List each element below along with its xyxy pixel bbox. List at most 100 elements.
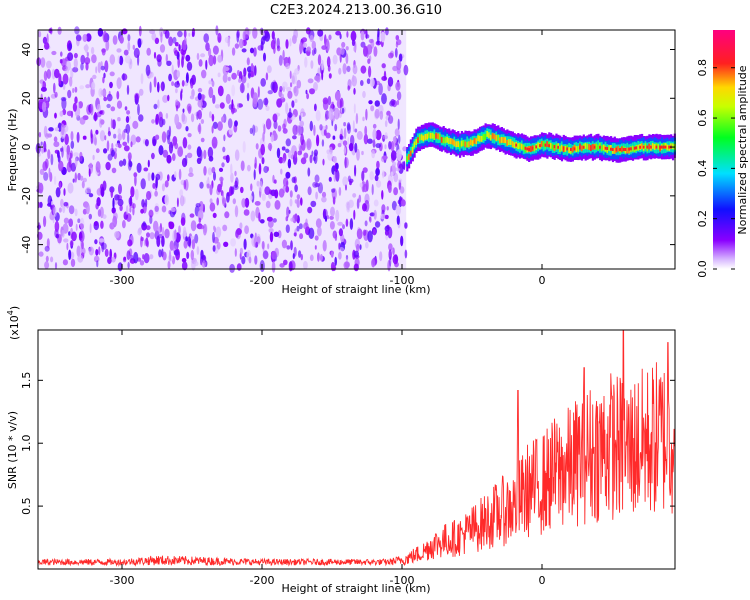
noise-speckle [127,132,130,144]
noise-speckle [74,86,78,93]
signal-cell [551,143,554,150]
noise-speckle [238,78,242,83]
signal-cell [522,144,525,151]
signal-cell [484,133,487,140]
bottom-x-ticks: -300 -200 -100 0 [110,330,546,587]
noise-speckle [212,231,215,244]
noise-speckle [100,186,105,198]
noise-speckle [271,30,275,40]
noise-speckle [130,186,135,198]
signal-cell [504,137,507,144]
noise-speckle [227,76,231,82]
noise-speckle [127,152,132,161]
signal-cell [571,146,574,153]
signal-cell [509,139,513,145]
noise-speckle [177,30,183,38]
noise-speckle [285,62,290,70]
noise-speckle [382,155,388,160]
signal-cell [588,144,591,150]
noise-region [35,25,409,273]
signal-cell [546,141,549,147]
noise-speckle [136,162,142,173]
noise-speckle [285,39,289,49]
noise-speckle [346,65,351,73]
signal-cell [540,141,544,147]
noise-speckle [267,243,270,250]
noise-speckle [258,212,261,222]
signal-cell [533,145,536,152]
signal-cell [466,141,469,148]
noise-speckle [171,64,174,75]
noise-speckle [261,240,265,250]
y-tick-label: 0.5 [20,497,33,514]
noise-speckle [359,244,362,251]
noise-speckle [138,227,143,234]
noise-speckle [250,210,256,222]
noise-speckle [388,184,392,193]
noise-speckle [255,143,259,150]
noise-speckle [321,191,327,198]
noise-speckle [54,262,58,270]
noise-speckle [138,114,144,122]
noise-speckle [60,51,63,57]
noise-speckle [185,54,191,62]
noise-speckle [117,117,121,122]
top-y-axis-label: Frequency (Hz) [6,109,19,192]
noise-speckle [379,110,384,120]
noise-speckle [203,33,209,43]
noise-speckle [72,178,75,183]
signal-cell [420,134,423,141]
noise-speckle [292,135,297,140]
noise-speckle [247,72,251,79]
noise-speckle [395,204,402,216]
noise-speckle [85,202,90,215]
noise-speckle [77,254,84,263]
noise-speckle [368,216,372,222]
noise-speckle [325,124,328,130]
noise-speckle [148,209,154,218]
noise-speckle [231,72,237,80]
noise-speckle [218,167,224,172]
signal-cell [431,132,434,139]
signal-cell [429,132,433,139]
noise-speckle [157,226,162,234]
noise-speckle [113,133,117,139]
noise-speckle [172,153,176,162]
noise-speckle [356,228,363,240]
noise-speckle [243,209,250,216]
noise-speckle [321,45,327,50]
noise-speckle [185,126,189,132]
noise-speckle [60,123,65,136]
noise-speckle [59,110,64,117]
signal-cell [457,141,460,147]
noise-speckle [294,68,300,75]
noise-speckle [378,83,383,96]
noise-speckle [227,37,231,47]
colorbar-ticks: 0.0 0.2 0.4 0.6 0.8 [696,59,735,278]
noise-speckle [311,49,316,56]
noise-speckle [261,157,265,165]
noise-speckle [306,46,311,52]
noise-speckle [262,131,265,142]
signal-cell [597,144,600,151]
noise-speckle [254,65,257,76]
signal-cell [657,143,660,150]
noise-speckle [277,125,282,132]
noise-speckle [41,146,44,154]
noise-speckle [117,143,122,149]
noise-speckle [216,197,219,206]
signal-cell [600,145,604,152]
noise-speckle [178,168,182,180]
noise-speckle [177,146,184,157]
noise-speckle [36,57,42,67]
noise-speckle [91,54,97,64]
noise-speckle [142,221,146,227]
noise-speckle [348,199,354,208]
noise-speckle [360,80,364,86]
noise-speckle [85,33,92,42]
noise-speckle [338,228,343,237]
noise-speckle [43,171,49,181]
noise-speckle [130,141,133,148]
noise-speckle [238,38,244,49]
noise-speckle [63,217,69,224]
